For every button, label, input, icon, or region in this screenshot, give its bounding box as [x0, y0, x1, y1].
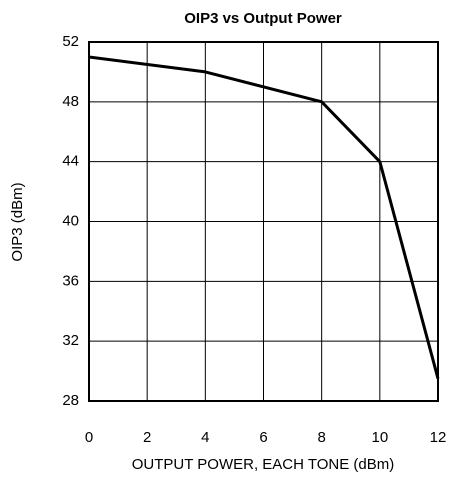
y-tick-label: 52: [62, 33, 79, 50]
x-tick-label: 10: [371, 429, 388, 446]
y-tick-label: 28: [62, 392, 79, 409]
x-tick-label: 0: [85, 429, 93, 446]
y-axis-label: OIP3 (dBm): [9, 182, 26, 261]
chart-title: OIP3 vs Output Power: [184, 10, 342, 27]
y-tick-label: 32: [62, 332, 79, 349]
x-tick-label: 2: [143, 429, 151, 446]
y-tick-label: 44: [62, 153, 79, 170]
y-tick-label: 36: [62, 272, 79, 289]
plot-frame: [88, 41, 439, 402]
data-line: [88, 55, 440, 379]
x-tick-label: 12: [430, 429, 447, 446]
x-tick-label: 4: [201, 429, 209, 446]
x-tick-label: 6: [259, 429, 267, 446]
y-tick-label: 40: [62, 212, 79, 229]
x-axis-label: OUTPUT POWER, EACH TONE (dBm): [132, 456, 395, 473]
x-tick-label: 8: [317, 429, 325, 446]
y-tick-label: 48: [62, 93, 79, 110]
